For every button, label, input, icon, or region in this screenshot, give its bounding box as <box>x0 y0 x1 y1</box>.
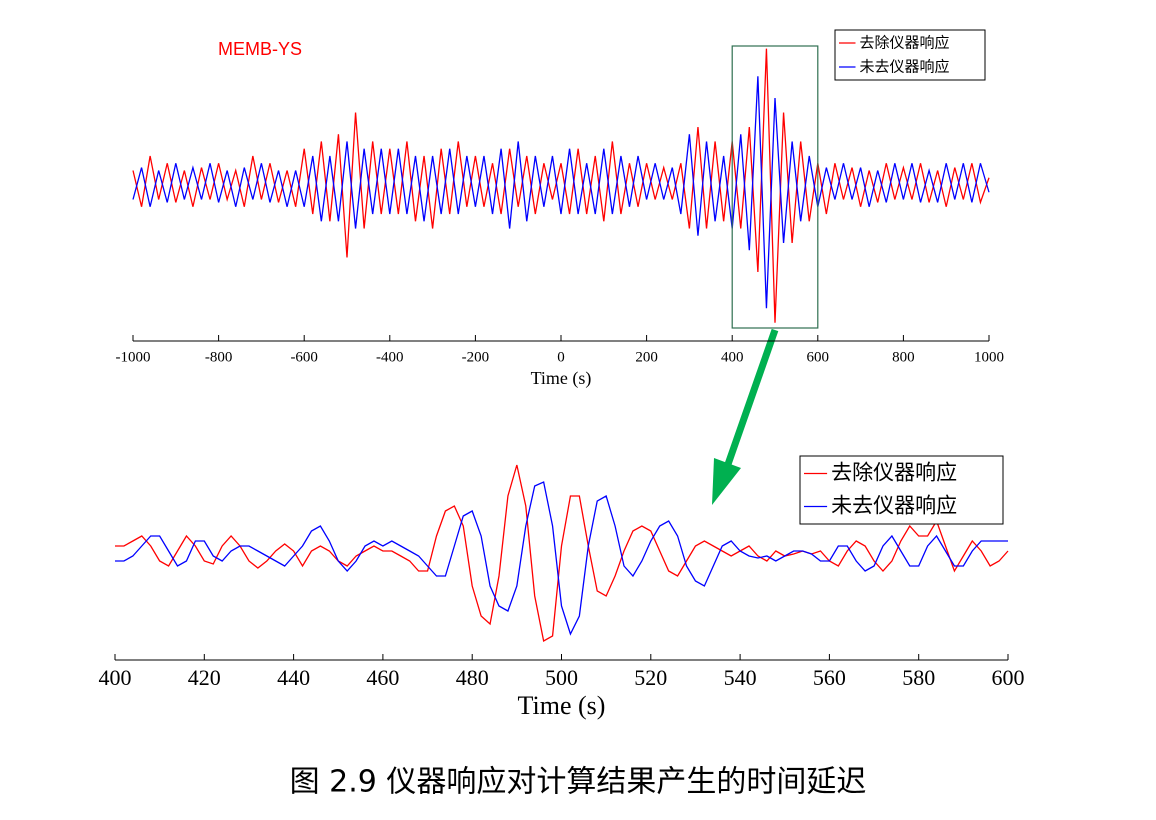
series-line <box>132 48 990 323</box>
legend-label: 去除仪器响应 <box>831 461 957 485</box>
series-line <box>132 76 990 309</box>
x-tick-label: -600 <box>290 349 318 365</box>
zoom-box <box>731 45 819 329</box>
caption: 图 2.9 仪器响应对计算结果产生的时间延迟 <box>290 765 867 800</box>
x-tick-label: 0 <box>557 349 565 365</box>
x-tick-label: 440 <box>277 665 310 690</box>
x-tick-label: -1000 <box>116 349 151 365</box>
legend-box <box>834 29 986 81</box>
legend-box <box>799 455 1004 525</box>
legend-label: 未去仪器响应 <box>860 58 950 76</box>
series-line <box>115 481 1008 636</box>
x-tick-label: 200 <box>635 349 658 365</box>
x-axis-title: Time (s) <box>531 368 592 389</box>
legend-label: 未去仪器响应 <box>831 494 957 518</box>
x-tick-label: 600 <box>807 349 830 365</box>
x-tick-label: 560 <box>813 665 846 690</box>
x-tick-label: 400 <box>99 665 132 690</box>
x-tick-label: 1000 <box>974 349 1004 365</box>
x-tick-label: 540 <box>724 665 757 690</box>
x-tick-label: -400 <box>376 349 404 365</box>
zoom-arrow-shaft <box>722 328 779 472</box>
x-axis-title: Time (s) <box>518 691 606 720</box>
legend-label: 去除仪器响应 <box>860 34 950 52</box>
x-tick-label: 460 <box>366 665 399 690</box>
zoom-arrow-head <box>712 458 741 505</box>
series-line <box>115 464 1009 643</box>
x-tick-label: 580 <box>902 665 935 690</box>
x-tick-label: 800 <box>892 349 915 365</box>
x-tick-label: 480 <box>456 665 489 690</box>
x-tick-label: -200 <box>462 349 490 365</box>
x-tick-label: 400 <box>721 349 744 365</box>
x-tick-label: 600 <box>992 665 1025 690</box>
x-tick-label: -800 <box>205 349 233 365</box>
x-tick-label: 420 <box>188 665 221 690</box>
annotation: MEMB-YS <box>218 39 302 59</box>
x-tick-label: 500 <box>545 665 578 690</box>
x-tick-label: 520 <box>634 665 667 690</box>
